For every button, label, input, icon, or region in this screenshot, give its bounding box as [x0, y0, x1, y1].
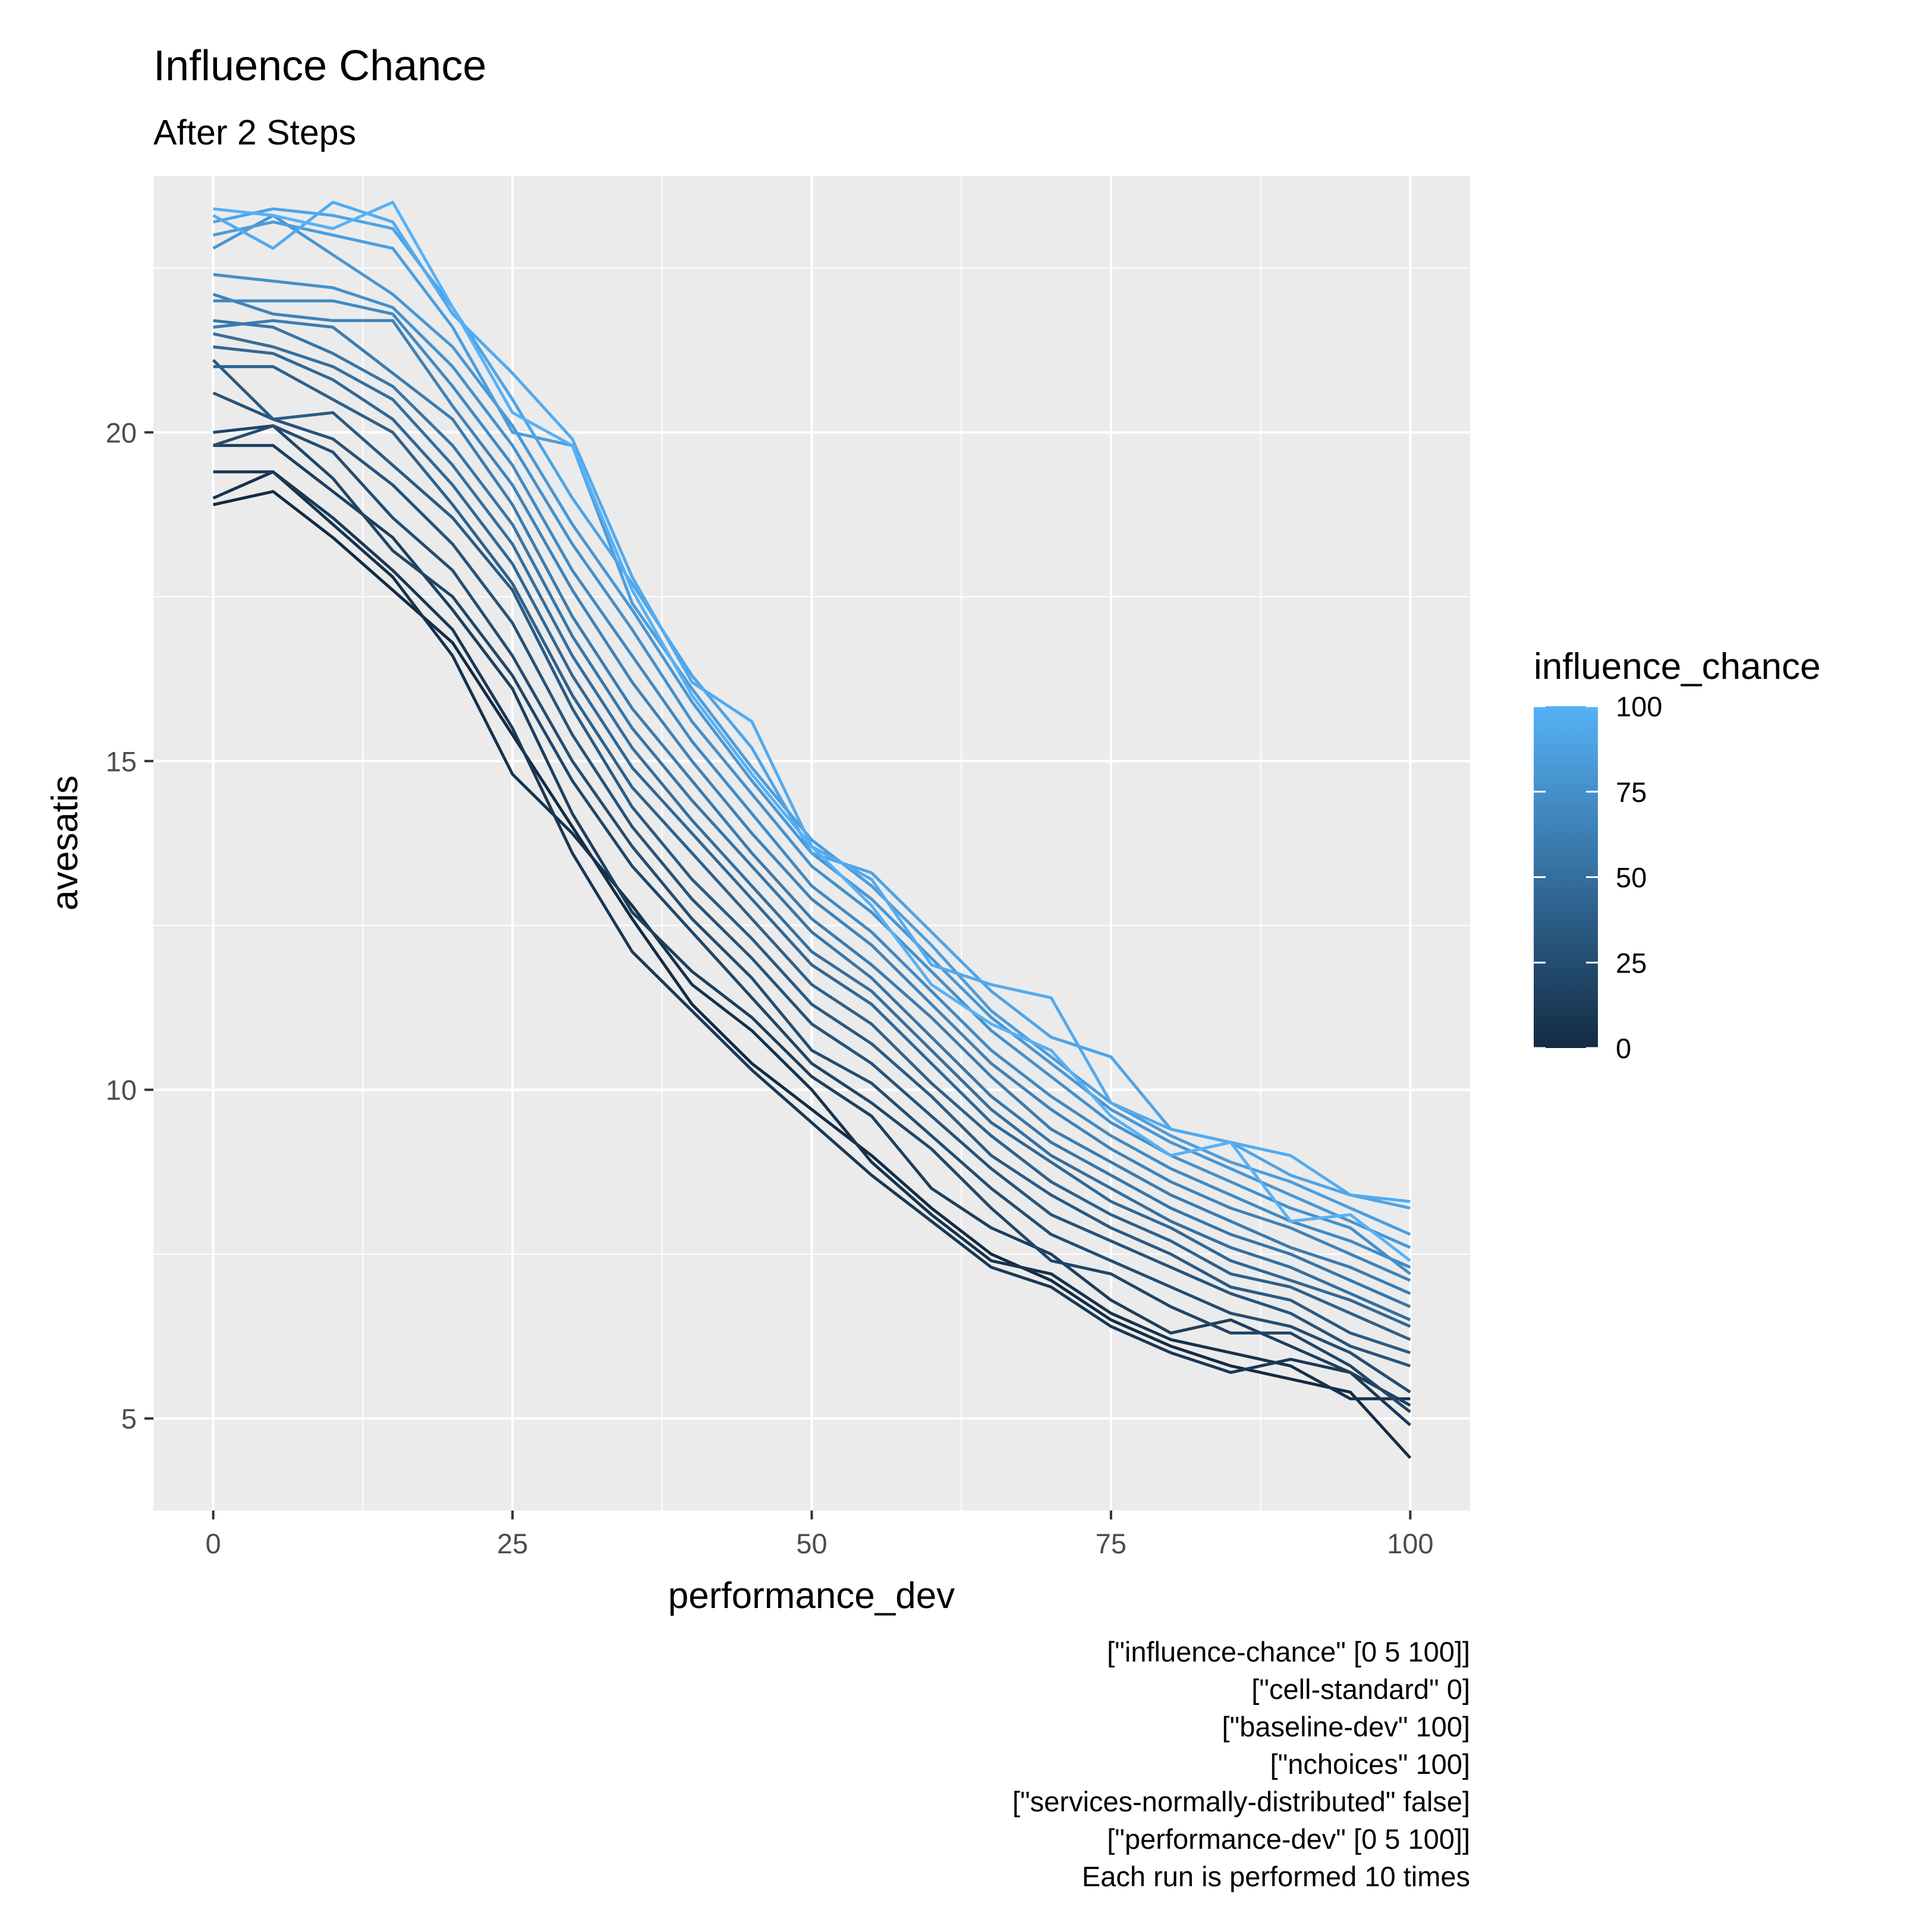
y-tick-label: 15	[106, 745, 137, 777]
legend-tick-label: 25	[1616, 947, 1647, 978]
series-line-60	[213, 319, 1411, 1295]
caption-line: ["performance-dev" [0 5 100]]	[1107, 1823, 1470, 1855]
chart-title: Influence Chance	[153, 42, 486, 90]
caption: ["influence-chance" [0 5 100]] ["cell-sta…	[1012, 1636, 1470, 1892]
caption-line: Each run is performed 10 times	[1082, 1861, 1470, 1892]
series-line-30	[212, 391, 1411, 1368]
x-axis: 0 25 50 75 100	[206, 1511, 1434, 1559]
series-line-10	[213, 470, 1411, 1427]
caption-line: ["nchoices" 100]	[1270, 1748, 1470, 1780]
series-line-65	[212, 292, 1411, 1282]
caption-line: ["baseline-dev" 100]	[1222, 1711, 1470, 1742]
caption-line: ["influence-chance" [0 5 100]]	[1107, 1636, 1470, 1667]
y-tick-label: 20	[106, 417, 137, 448]
y-axis-title: avesatis	[45, 775, 86, 910]
legend-tick-label: 50	[1616, 862, 1647, 893]
series-line-5	[212, 470, 1411, 1401]
series-line-0	[213, 490, 1412, 1459]
x-tick-label: 75	[1096, 1528, 1127, 1559]
series-line-100	[213, 200, 1411, 1262]
series-line-75	[213, 273, 1411, 1275]
caption-line: ["cell-standard" 0]	[1251, 1673, 1470, 1705]
legend: influence_chance 0 25 50 75 100	[1534, 646, 1821, 1064]
x-axis-title: performance_dev	[668, 1575, 955, 1616]
legend-tick-label: 100	[1616, 691, 1662, 722]
legend-tick-label: 0	[1616, 1033, 1631, 1064]
caption-line: ["services-normally-distributed" false]	[1012, 1786, 1470, 1817]
legend-ticks: 0 25 50 75 100	[1534, 691, 1662, 1064]
series-line-45	[213, 345, 1411, 1328]
series-line-50	[213, 332, 1411, 1321]
x-tick-label: 50	[796, 1528, 827, 1559]
legend-title: influence_chance	[1534, 646, 1821, 687]
series-line-55	[213, 319, 1411, 1308]
series-line-25	[212, 424, 1411, 1393]
y-tick-label: 5	[121, 1403, 137, 1434]
x-tick-label: 0	[206, 1528, 221, 1559]
series-line-70	[213, 299, 1411, 1269]
x-tick-label: 100	[1387, 1528, 1433, 1559]
series-lines	[212, 200, 1412, 1459]
y-axis: 5 10 15 20	[106, 417, 153, 1434]
legend-tick-label: 75	[1616, 776, 1647, 808]
series-line-20	[213, 424, 1411, 1414]
x-tick-label: 25	[497, 1528, 528, 1559]
series-line-85	[213, 220, 1411, 1236]
y-tick-label: 10	[106, 1074, 137, 1106]
series-line-35	[212, 358, 1411, 1354]
series-line-40	[213, 365, 1411, 1341]
chart-subtitle: After 2 Steps	[153, 113, 356, 152]
